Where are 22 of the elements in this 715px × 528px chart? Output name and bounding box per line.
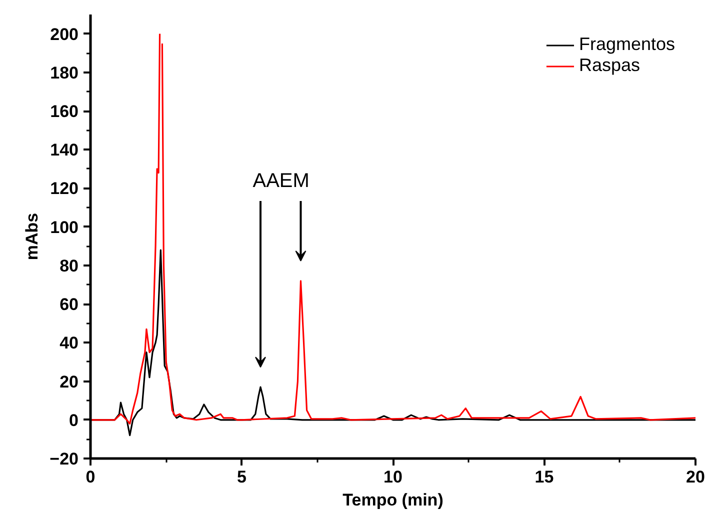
y-tick-label: 120 <box>50 179 79 198</box>
y-tick-label: 0 <box>69 410 79 430</box>
y-tick-label: 60 <box>60 295 79 314</box>
y-tick-label: 20 <box>60 372 79 392</box>
y-tick-label: 160 <box>50 102 79 122</box>
x-tick-label: 20 <box>686 468 705 486</box>
x-tick-label: 5 <box>237 468 246 486</box>
annotation: AAEM <box>252 170 310 192</box>
y-axis-title: mAbs <box>22 212 42 260</box>
y-tick-label: 100 <box>50 218 79 237</box>
y-tick-label: 40 <box>60 334 79 353</box>
y-tick-label: −20 <box>50 450 79 468</box>
x-tick-label: 0 <box>86 468 96 486</box>
y-tick-label: 140 <box>50 140 79 160</box>
legend-label: Raspas <box>578 55 640 76</box>
legend-label: Fragmentos <box>578 34 675 55</box>
y-tick-label: 80 <box>60 256 79 276</box>
x-tick-label: 10 <box>384 468 402 486</box>
y-tick-label: 180 <box>50 63 79 82</box>
y-tick-label: 200 <box>50 24 79 44</box>
x-axis-title: Tempo (min) <box>342 490 444 510</box>
x-tick-label: 15 <box>534 468 554 486</box>
